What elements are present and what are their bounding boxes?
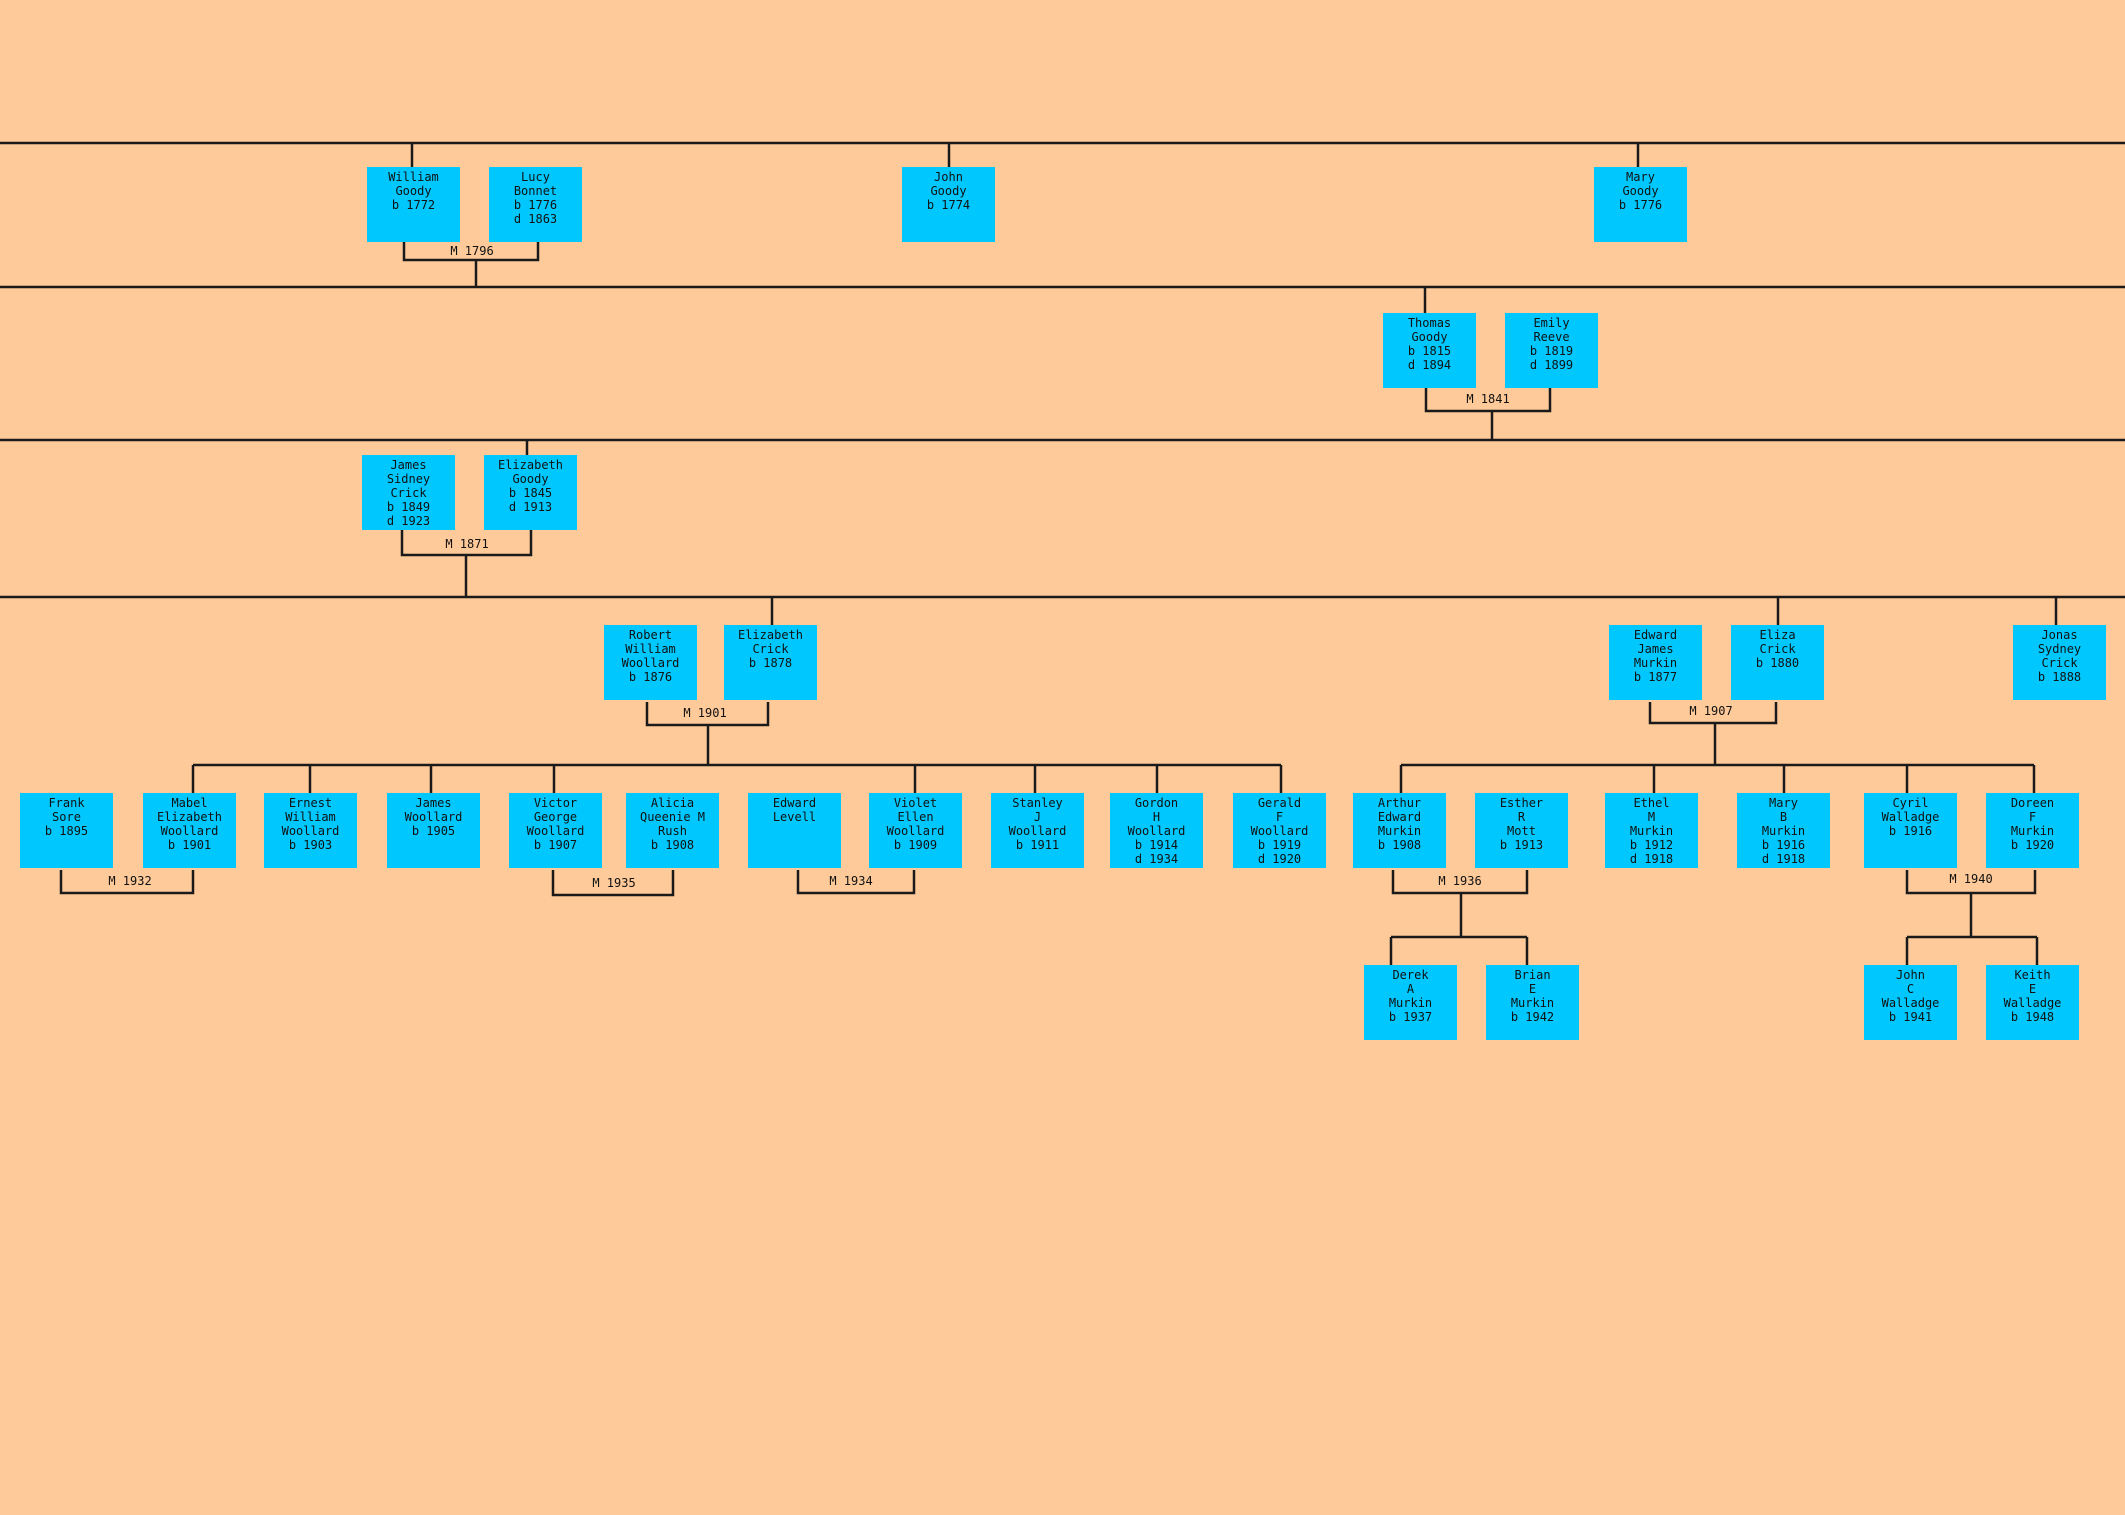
person-edward-levell[interactable]: Edward Levell: [748, 793, 841, 868]
person-thomas-goody[interactable]: Thomas Goody b 1815 d 1894: [1383, 313, 1476, 388]
person-john-goody[interactable]: John Goody b 1774: [902, 167, 995, 242]
marriage-label-1940: M 1940: [1949, 872, 1993, 886]
marriage-label-1907: M 1907: [1689, 704, 1733, 718]
person-gerald-f-woollard[interactable]: Gerald F Woollard b 1919 d 1920: [1233, 793, 1326, 868]
marriage-bracket-1935: [551, 870, 675, 897]
marriage-bracket-1907: [1648, 702, 1778, 725]
person-emily-reeve[interactable]: Emily Reeve b 1819 d 1899: [1505, 313, 1598, 388]
person-eliza-crick[interactable]: Eliza Crick b 1880: [1731, 625, 1824, 700]
person-violet-ellen-woollard[interactable]: Violet Ellen Woollard b 1909: [869, 793, 962, 868]
person-lucy-bonnet[interactable]: Lucy Bonnet b 1776 d 1863: [489, 167, 582, 242]
marriage-label-1932: M 1932: [108, 874, 152, 888]
marriage-label-1841: M 1841: [1466, 392, 1510, 406]
person-william-goody[interactable]: William Goody b 1772: [367, 167, 460, 242]
marriage-label-1934: M 1934: [829, 874, 873, 888]
person-edward-james-murkin[interactable]: Edward James Murkin b 1877: [1609, 625, 1702, 700]
person-victor-george-woollard[interactable]: Victor George Woollard b 1907: [509, 793, 602, 868]
person-brian-e-murkin[interactable]: Brian E Murkin b 1942: [1486, 965, 1579, 1040]
person-stanley-j-woollard[interactable]: Stanley J Woollard b 1911: [991, 793, 1084, 868]
person-ernest-william-woollard[interactable]: Ernest William Woollard b 1903: [264, 793, 357, 868]
marriage-label-1871: M 1871: [445, 537, 489, 551]
person-james-sidney-crick[interactable]: James Sidney Crick b 1849 d 1923: [362, 455, 455, 530]
marriage-bracket-1932: [59, 870, 195, 895]
marriage-label-1935: M 1935: [592, 876, 636, 890]
person-robert-william-woollard[interactable]: Robert William Woollard b 1876: [604, 625, 697, 700]
person-derek-a-murkin[interactable]: Derek A Murkin b 1937: [1364, 965, 1457, 1040]
person-esther-r-mott[interactable]: Esther R Mott b 1913: [1475, 793, 1568, 868]
person-frank-sore[interactable]: Frank Sore b 1895: [20, 793, 113, 868]
person-mary-b-murkin[interactable]: Mary B Murkin b 1916 d 1918: [1737, 793, 1830, 868]
person-mabel-elizabeth-woollard[interactable]: Mabel Elizabeth Woollard b 1901: [143, 793, 236, 868]
person-john-c-walladge[interactable]: John C Walladge b 1941: [1864, 965, 1957, 1040]
person-jonas-sydney-crick[interactable]: Jonas Sydney Crick b 1888: [2013, 625, 2106, 700]
person-keith-e-walladge[interactable]: Keith E Walladge b 1948: [1986, 965, 2079, 1040]
marriage-label-1936: M 1936: [1438, 874, 1482, 888]
marriage-bracket-1796: [402, 242, 540, 262]
marriage-label-1901: M 1901: [683, 706, 727, 720]
person-doreen-f-murkin[interactable]: Doreen F Murkin b 1920: [1986, 793, 2079, 868]
person-cyril-walladge[interactable]: Cyril Walladge b 1916: [1864, 793, 1957, 868]
marriage-bracket-1841: [1424, 388, 1552, 413]
person-elizabeth-goody[interactable]: Elizabeth Goody b 1845 d 1913: [484, 455, 577, 530]
marriage-label-1796: M 1796: [450, 244, 494, 258]
person-ethel-m-murkin[interactable]: Ethel M Murkin b 1912 d 1918: [1605, 793, 1698, 868]
marriage-bracket-1934: [796, 870, 916, 895]
person-mary-goody-1776[interactable]: Mary Goody b 1776: [1594, 167, 1687, 242]
person-alicia-queenie-rush[interactable]: Alicia Queenie M Rush b 1908: [626, 793, 719, 868]
person-james-woollard[interactable]: James Woollard b 1905: [387, 793, 480, 868]
person-arthur-edward-murkin[interactable]: Arthur Edward Murkin b 1908: [1353, 793, 1446, 868]
person-gordon-h-woollard[interactable]: Gordon H Woollard b 1914 d 1934: [1110, 793, 1203, 868]
person-elizabeth-crick[interactable]: Elizabeth Crick b 1878: [724, 625, 817, 700]
